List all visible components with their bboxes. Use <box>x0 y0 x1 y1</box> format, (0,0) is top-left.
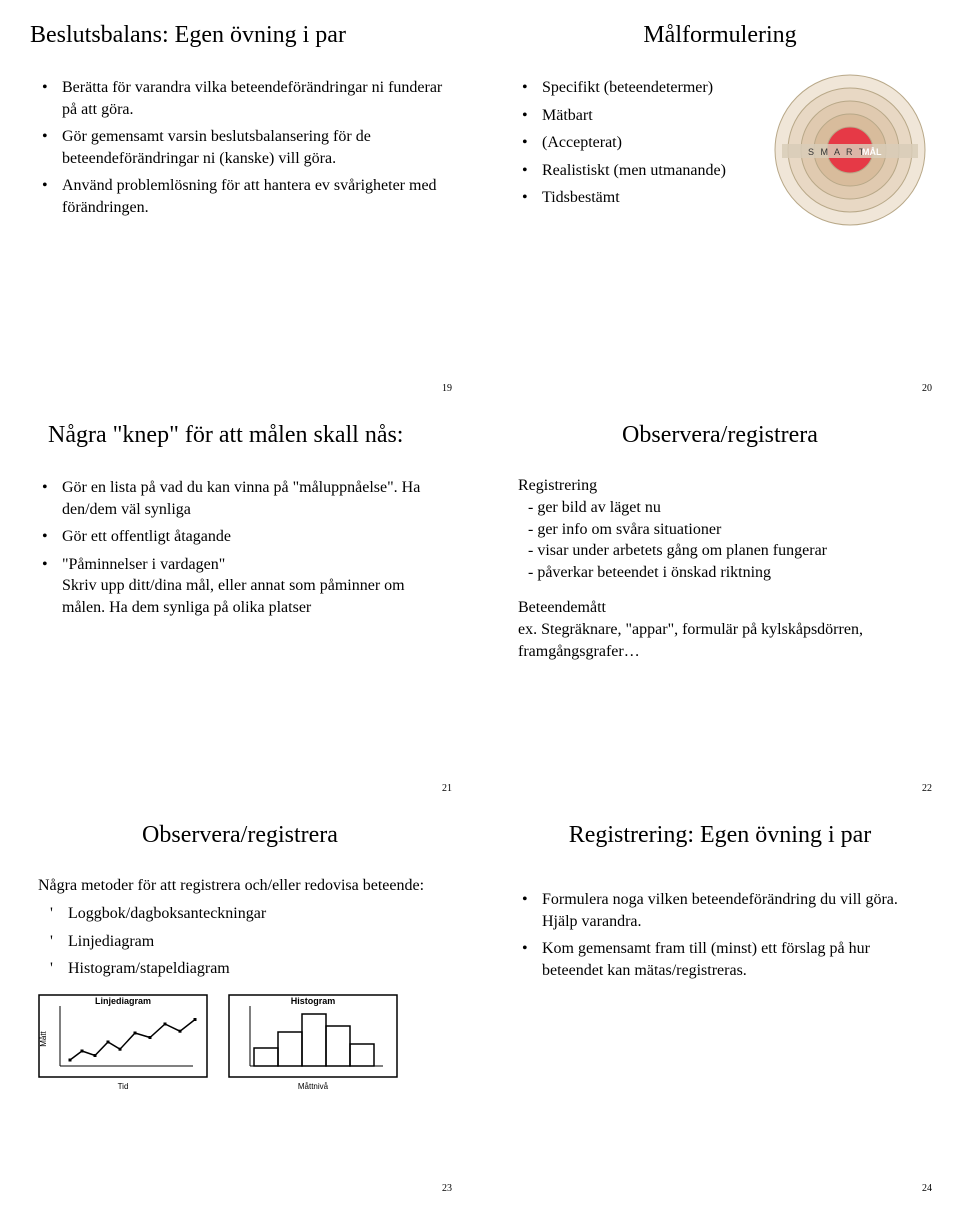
page-number: 22 <box>922 783 932 794</box>
slide-24-title: Registrering: Egen övning i par <box>510 822 930 849</box>
list-item: Loggbok/dagboksanteckningar <box>50 901 450 927</box>
page-number: 21 <box>442 783 452 794</box>
svg-text:Linjediagram: Linjediagram <box>95 996 151 1006</box>
list-item: Histogram/stapeldiagram <box>50 956 450 982</box>
registration-list: - ger bild av läget nu - ger info om svå… <box>528 497 930 583</box>
slide-24-list: Formulera noga vilken beteendeförändring… <box>518 889 930 981</box>
slide-20-list: Specifikt (beteendetermer) Mätbart (Acce… <box>518 77 758 209</box>
svg-text:Histogram: Histogram <box>291 996 336 1006</box>
line-chart: Linjediagram Mått Tid <box>38 994 208 1094</box>
page-number: 24 <box>922 1183 932 1194</box>
list-item: (Accepterat) <box>518 132 758 154</box>
slide-21-title: Några "knep" för att målen skall nås: <box>48 422 450 449</box>
list-item: Gör en lista på vad du kan vinna på "mål… <box>38 477 450 520</box>
histogram-chart: Histogram Måttnivå <box>228 994 398 1094</box>
list-item: Tidsbestämt <box>518 187 758 209</box>
slide-20-title: Målformulering <box>510 22 930 49</box>
slide-22: Observera/registrera Registrering - ger … <box>480 400 960 800</box>
slide-19-title: Beslutsbalans: Egen övning i par <box>30 22 450 49</box>
dash-item: - påverkar beteendet i önskad riktning <box>528 562 930 584</box>
page-number: 20 <box>922 383 932 394</box>
slide-23: Observera/registrera Några metoder för a… <box>0 800 480 1200</box>
list-item: Mätbart <box>518 105 758 127</box>
slide-22-title: Observera/registrera <box>510 422 930 449</box>
smart-target-graphic: S M A R TMÅL <box>770 70 930 230</box>
list-item: "Påminnelser i vardagen" Skriv upp ditt/… <box>38 554 450 619</box>
list-item: Specifikt (beteendetermer) <box>518 77 758 99</box>
behavior-text: ex. Stegräknare, "appar", formulär på ky… <box>518 619 930 662</box>
list-item: Formulera noga vilken beteendeförändring… <box>518 889 930 932</box>
slide-21: Några "knep" för att målen skall nås: Gö… <box>0 400 480 800</box>
slide-23-list: Loggbok/dagboksanteckningar Linjediagram… <box>50 901 450 982</box>
list-item: Berätta för varandra vilka beteendeförän… <box>38 77 450 120</box>
svg-text:Måttnivå: Måttnivå <box>298 1082 329 1091</box>
list-item: Linjediagram <box>50 929 450 955</box>
dash-item: - ger bild av läget nu <box>528 497 930 519</box>
list-item: Använd problemlösning för att hantera ev… <box>38 175 450 218</box>
dash-item: - ger info om svåra situationer <box>528 519 930 541</box>
slide-20: Målformulering Specifikt (beteendetermer… <box>480 0 960 400</box>
svg-text:Tid: Tid <box>118 1082 129 1091</box>
slide-21-list: Gör en lista på vad du kan vinna på "mål… <box>38 477 450 619</box>
list-item-text: "Påminnelser i vardagen" <box>62 556 225 573</box>
slide-23-title: Observera/registrera <box>30 822 450 849</box>
slide-19-list: Berätta för varandra vilka beteendeförän… <box>38 77 450 219</box>
behavior-heading: Beteendemått <box>518 599 930 617</box>
svg-text:Mått: Mått <box>39 1030 48 1046</box>
list-item-text: Gör en lista på vad du kan vinna på "mål… <box>62 479 420 518</box>
page-number: 19 <box>442 383 452 394</box>
list-item: Gör gemensamt varsin beslutsbalansering … <box>38 126 450 169</box>
list-item: Kom gemensamt fram till (minst) ett förs… <box>518 938 930 981</box>
slide-19: Beslutsbalans: Egen övning i par Berätta… <box>0 0 480 400</box>
slide-23-intro: Några metoder för att registrera och/ell… <box>38 877 450 895</box>
charts-row: Linjediagram Mått Tid Histogram Måttnivå <box>38 994 450 1094</box>
list-item-text: Gör ett offentligt åtagande <box>62 528 231 545</box>
slide-24: Registrering: Egen övning i par Formuler… <box>480 800 960 1200</box>
list-item: Gör ett offentligt åtagande <box>38 526 450 548</box>
svg-text:MÅL: MÅL <box>862 147 882 157</box>
registration-heading: Registrering <box>518 477 930 495</box>
svg-text:S M A R T: S M A R T <box>808 147 866 157</box>
page-number: 23 <box>442 1183 452 1194</box>
list-item-sub: Skriv upp ditt/dina mål, eller annat som… <box>62 575 450 618</box>
dash-item: - visar under arbetets gång om planen fu… <box>528 540 930 562</box>
slide-grid: Beslutsbalans: Egen övning i par Berätta… <box>0 0 960 1200</box>
list-item: Realistiskt (men utmanande) <box>518 160 758 182</box>
